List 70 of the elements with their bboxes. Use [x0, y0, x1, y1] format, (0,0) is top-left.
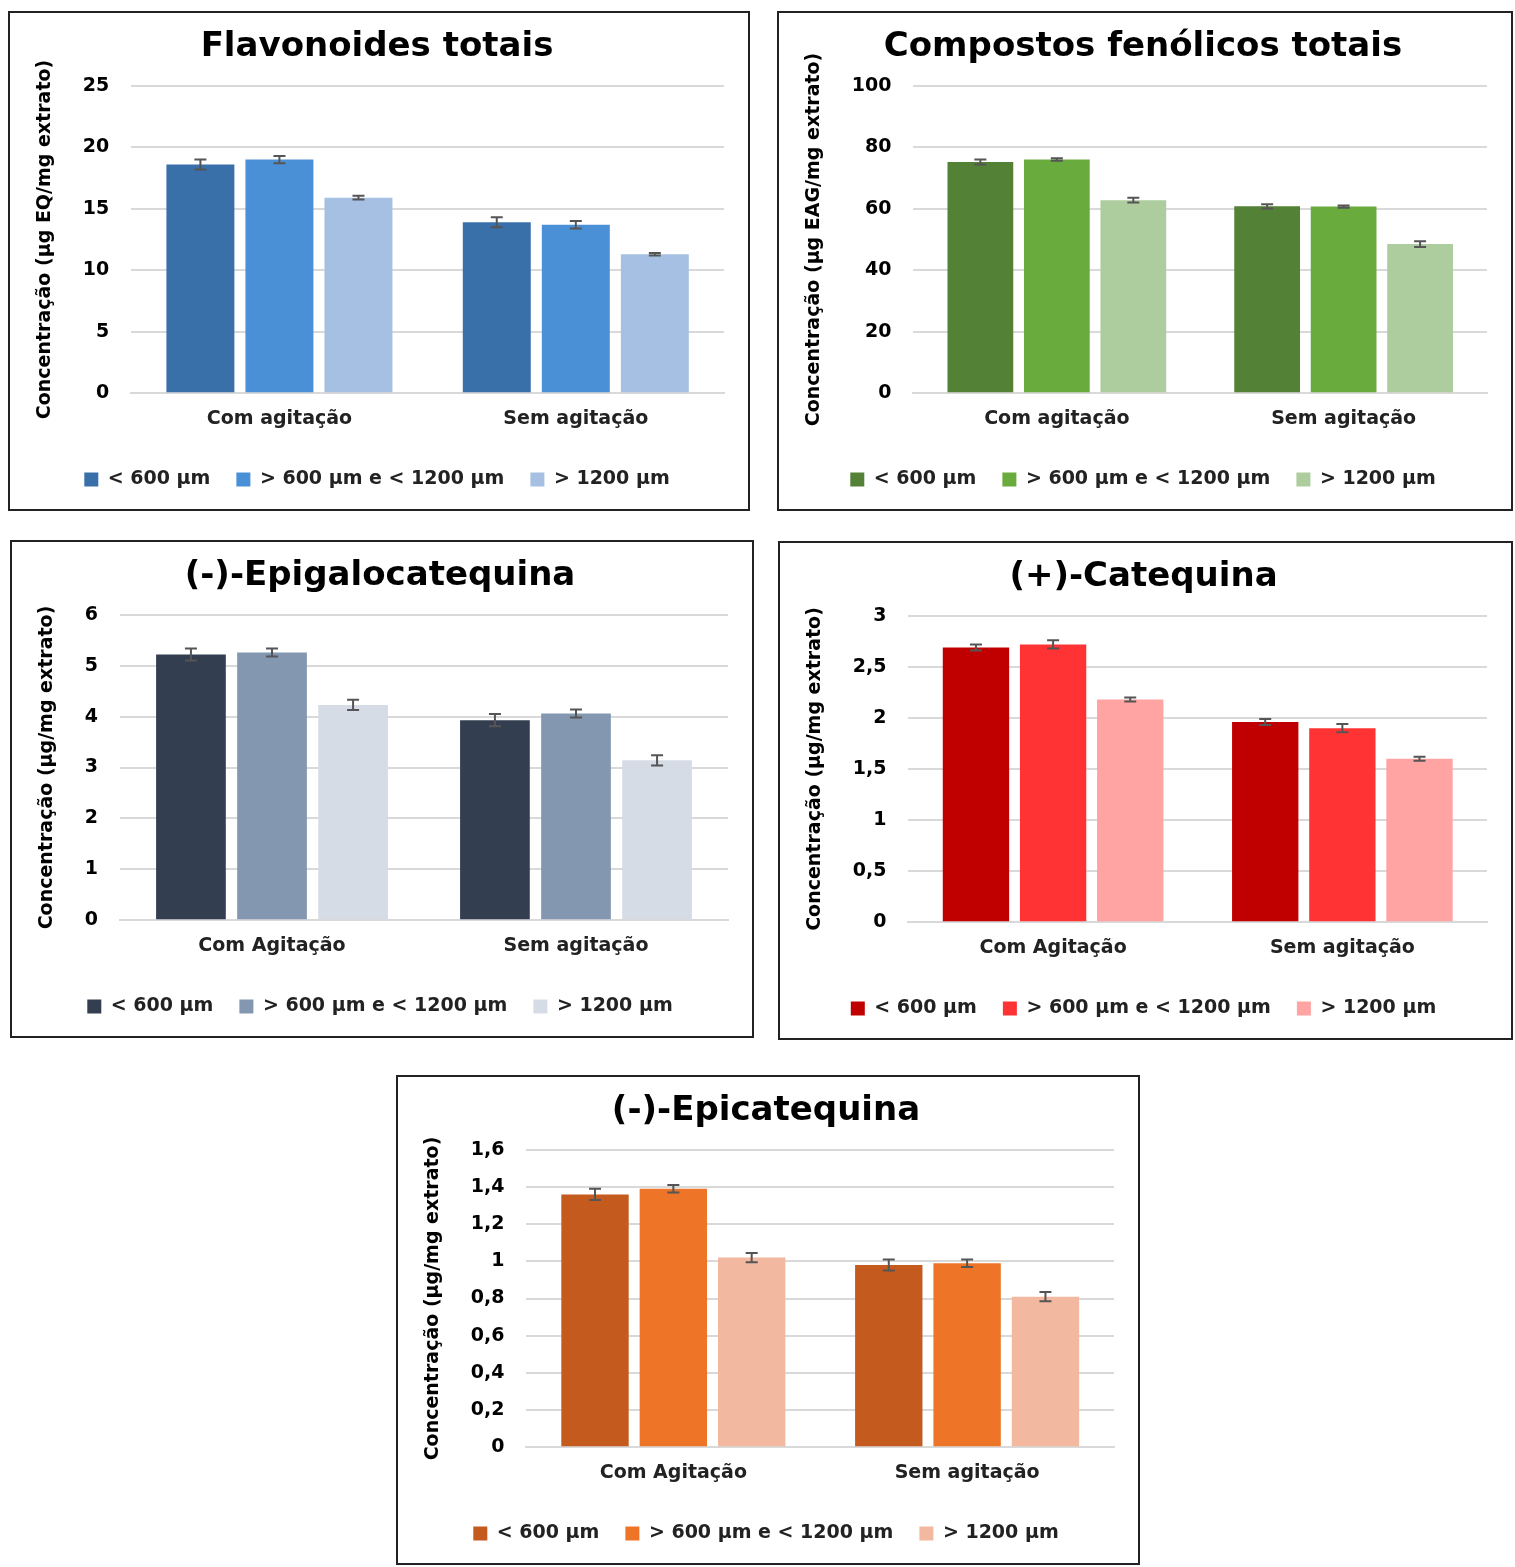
y-tick-label: 15 [82, 195, 110, 218]
legend-label: > 600 µm e < 1200 µm [262, 993, 508, 1016]
y-tick-label: 20 [82, 134, 110, 157]
y-tick-label: 0 [96, 380, 110, 403]
chart-title: Compostos fenólicos totais [883, 24, 1403, 65]
legend-label: < 600 µm [107, 466, 211, 489]
legend-label: > 600 µm e < 1200 µm [1026, 995, 1271, 1018]
legend-label: < 600 µm [110, 993, 214, 1016]
y-tick-label: 1 [84, 856, 99, 879]
y-axis-title: Concentração (µg EQ/mg extrato) [32, 59, 55, 420]
y-tick-label: 1,6 [470, 1136, 505, 1159]
y-axis-title: Concentração (µg/mg extrato) [34, 605, 57, 930]
y-tick-label: 1 [491, 1248, 505, 1271]
legend-label: > 1200 µm [553, 466, 670, 489]
y-tick-label: 100 [851, 72, 892, 95]
legend-label: > 1200 µm [942, 1520, 1059, 1543]
x-tick-label: Sem agitação [1271, 405, 1417, 428]
legend-label: > 1200 µm [1319, 466, 1436, 489]
y-tick-label: 20 [865, 318, 892, 341]
y-tick-label: 25 [82, 72, 110, 95]
y-tick-label: 3 [84, 754, 99, 777]
x-tick-label: Com agitação [984, 405, 1130, 428]
y-tick-label: 80 [865, 134, 892, 157]
x-tick-label: Com Agitação [599, 1459, 747, 1482]
y-tick-label: 60 [865, 195, 892, 218]
y-tick-label: 1,5 [852, 755, 887, 778]
legend-label: > 1200 µm [1320, 995, 1437, 1018]
chart-title: (+)-Catequina [1009, 554, 1278, 595]
y-tick-label: 0,4 [470, 1359, 505, 1382]
x-tick-label: Sem agitação [503, 405, 649, 428]
y-tick-label: 0 [878, 380, 892, 403]
y-tick-label: 2 [873, 704, 887, 727]
y-axis-title: Concentração (µg EAG/mg extrato) [801, 52, 824, 427]
y-tick-label: 2 [84, 805, 99, 828]
y-tick-label: 3 [873, 602, 887, 625]
y-tick-label: 0 [84, 907, 99, 930]
legend-label: > 600 µm e < 1200 µm [1025, 466, 1271, 489]
y-tick-label: 0,6 [470, 1322, 505, 1345]
y-tick-label: 5 [96, 318, 110, 341]
legend-label: > 600 µm e < 1200 µm [648, 1520, 894, 1543]
legend-label: < 600 µm [496, 1520, 600, 1543]
chart-title: (-)-Epicatequina [611, 1088, 921, 1129]
y-tick-label: 10 [82, 257, 110, 280]
x-tick-label: Sem agitação [1269, 934, 1415, 957]
y-tick-label: 1 [873, 807, 887, 829]
legend-label: < 600 µm [874, 995, 977, 1018]
legend-label: > 600 µm e < 1200 µm [259, 466, 505, 489]
x-tick-label: Sem agitação [503, 932, 649, 955]
chart-title: Flavonoides totais [200, 24, 554, 65]
y-axis-title: Concentração (µg/mg extrato) [802, 607, 825, 931]
y-tick-label: 1,4 [470, 1173, 505, 1196]
legend-label: < 600 µm [873, 466, 977, 489]
x-tick-label: Sem agitação [894, 1459, 1040, 1482]
y-tick-label: 6 [84, 601, 99, 624]
x-tick-label: Com Agitação [979, 934, 1127, 957]
y-tick-label: 40 [865, 257, 892, 280]
legend-label: > 1200 µm [556, 993, 673, 1016]
y-tick-label: 0 [491, 1434, 505, 1457]
y-tick-label: 5 [84, 652, 99, 675]
y-tick-label: 4 [84, 703, 99, 726]
y-tick-label: 0,2 [470, 1396, 505, 1419]
chart-title: (-)-Epigalocatequina [184, 553, 576, 594]
x-tick-label: Com agitação [206, 405, 353, 428]
x-tick-label: Com Agitação [198, 932, 346, 955]
y-tick-label: 0,5 [852, 858, 887, 881]
y-axis-title: Concentração (µg/mg extrato) [420, 1136, 443, 1461]
y-tick-label: 2,5 [852, 653, 887, 676]
y-tick-label: 1,2 [470, 1211, 505, 1234]
y-tick-label: 0 [873, 909, 887, 932]
y-tick-label: 0,8 [470, 1285, 505, 1308]
